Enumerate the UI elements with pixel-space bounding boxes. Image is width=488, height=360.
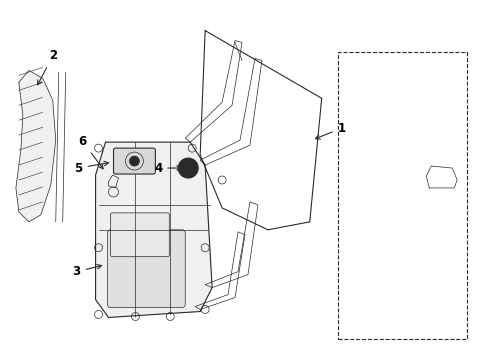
Bar [337,53,466,339]
Text: 3: 3 [72,265,102,278]
FancyBboxPatch shape [113,148,155,174]
FancyBboxPatch shape [110,213,169,257]
FancyBboxPatch shape [107,230,185,307]
Polygon shape [16,71,56,222]
Text: 1: 1 [315,122,345,139]
Circle shape [183,163,193,174]
Text: 4: 4 [154,162,181,175]
Polygon shape [200,31,321,230]
Circle shape [129,156,139,166]
Circle shape [178,158,198,178]
Polygon shape [95,142,212,318]
Text: 2: 2 [38,49,57,85]
Text: 6: 6 [79,135,103,169]
Text: 5: 5 [74,161,108,175]
